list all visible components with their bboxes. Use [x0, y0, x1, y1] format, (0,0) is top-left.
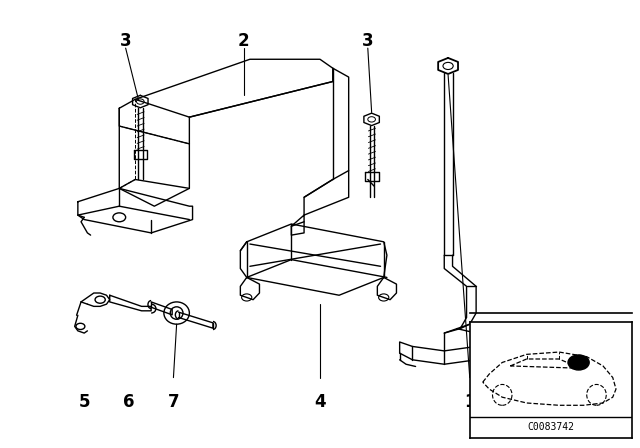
Text: 5: 5 — [79, 393, 90, 411]
Text: 4: 4 — [314, 393, 326, 411]
Text: 6: 6 — [123, 393, 134, 411]
Text: 2: 2 — [237, 32, 250, 51]
Text: 3: 3 — [362, 32, 374, 51]
Text: 7: 7 — [168, 393, 179, 411]
Text: 1: 1 — [464, 393, 476, 411]
Text: 3: 3 — [120, 32, 131, 51]
